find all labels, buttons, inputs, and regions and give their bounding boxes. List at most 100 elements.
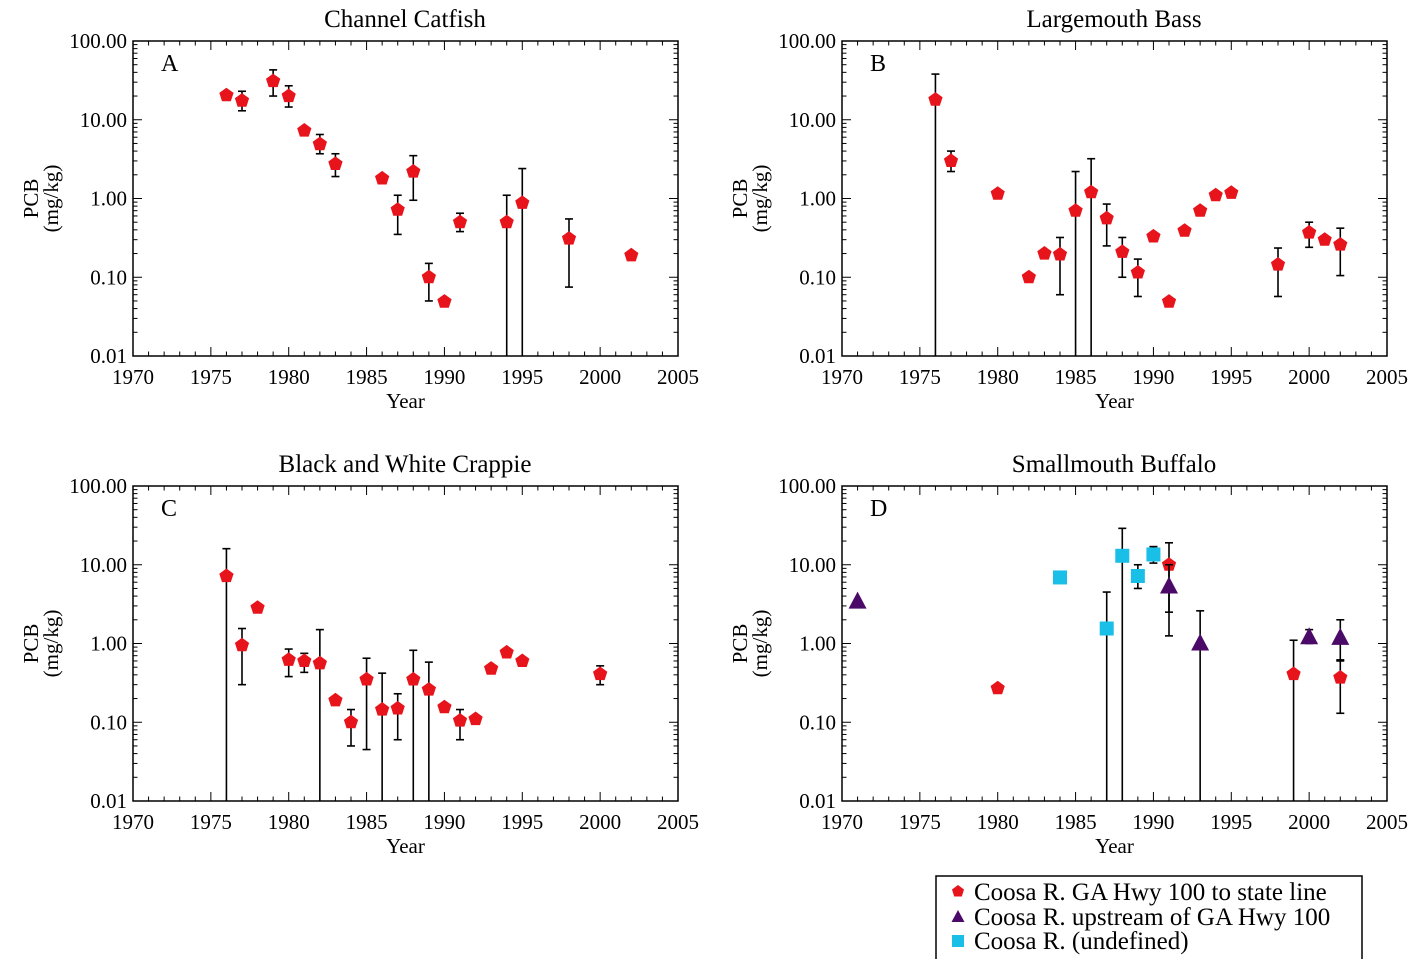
panel-letter: A	[161, 51, 179, 77]
data-point-pentagon	[281, 652, 296, 666]
x-tick-label: 1970	[112, 365, 154, 389]
x-tick-label: 1985	[1055, 365, 1097, 389]
data-point-pentagon	[1115, 244, 1130, 258]
data-point-pentagon	[406, 164, 421, 178]
y-axis-label: PCB	[19, 624, 43, 664]
data-point-pentagon	[1130, 265, 1145, 279]
data-point-pentagon	[234, 93, 250, 107]
y-axis-label: PCB	[19, 179, 43, 219]
x-tick-label: 1995	[501, 810, 543, 834]
data-point-pentagon	[437, 699, 452, 714]
y-tick-label: 1.00	[799, 632, 836, 656]
legend: Coosa R. GA Hwy 100 to state line Coosa …	[935, 875, 1363, 959]
x-tick-label: 1980	[268, 365, 310, 389]
y-tick-label: 0.10	[90, 710, 127, 734]
x-tick-label: 2005	[657, 365, 699, 389]
panel-letter: C	[161, 496, 177, 522]
data-point-pentagon	[990, 186, 1005, 200]
plot-frame	[841, 40, 1388, 357]
data-point-pentagon	[328, 156, 343, 170]
series-pentagon	[219, 547, 608, 801]
data-point-pentagon	[421, 682, 436, 696]
x-tick-label: 1975	[899, 810, 941, 834]
data-point-pentagon	[390, 202, 405, 216]
series-pentagon	[219, 69, 639, 356]
legend-entry-red: Coosa R. GA Hwy 100 to state line	[952, 879, 1327, 906]
data-point-triangle	[848, 591, 867, 609]
y-tick-label: 10.00	[789, 553, 836, 577]
data-point-pentagon	[375, 702, 390, 716]
data-point-triangle	[1300, 627, 1319, 645]
x-tick-label: 1975	[899, 365, 941, 389]
data-point-pentagon	[1161, 294, 1177, 308]
chart-panel-a: 1970 1975 1980 1985 1990 1995 2000 2005 0.01 0.10…	[19, 6, 699, 413]
data-point-pentagon	[437, 294, 452, 308]
y-axis-units: (mg/kg)	[748, 610, 772, 678]
data-point-pentagon	[219, 87, 234, 102]
y-tick-label: 0.01	[90, 789, 127, 813]
x-tick-label: 1980	[268, 810, 310, 834]
x-tick-label: 1995	[1210, 810, 1252, 834]
data-point-pentagon	[928, 92, 943, 106]
y-axis-label: PCB	[728, 624, 752, 664]
y-tick-label: 1.00	[799, 187, 836, 211]
y-tick-label: 100.00	[778, 29, 836, 53]
chart-panel-c: 1970 1975 1980 1985 1990 1995 2000 2005 0.01 0.10…	[19, 451, 699, 858]
data-point-pentagon	[1333, 237, 1348, 251]
y-axis-units: (mg/kg)	[748, 165, 772, 233]
y-axis-units: (mg/kg)	[39, 165, 63, 233]
x-tick-label: 1985	[346, 365, 388, 389]
panel-letter: B	[870, 51, 886, 77]
y-tick-label: 0.10	[799, 265, 836, 289]
data-point-pentagon	[390, 700, 405, 715]
data-point-pentagon	[1193, 203, 1208, 217]
y-tick-label: 0.01	[799, 789, 836, 813]
plot-frame	[132, 40, 679, 357]
x-axis-label: Year	[386, 389, 425, 413]
legend-label-red: Coosa R. GA Hwy 100 to state line	[974, 879, 1327, 906]
data-point-pentagon	[1270, 257, 1286, 271]
x-tick-label: 1975	[190, 365, 232, 389]
chart-title: Smallmouth Buffalo	[1012, 451, 1216, 478]
x-tick-label: 1980	[977, 810, 1019, 834]
data-point-pentagon	[250, 600, 265, 614]
data-point-square	[1146, 547, 1161, 562]
y-tick-label: 0.01	[90, 344, 127, 368]
x-tick-label: 2005	[1366, 365, 1408, 389]
data-point-pentagon	[343, 714, 359, 729]
chart-panel-d: 1970 1975 1980 1985 1990 1995 2000 2005 0.01 0.10…	[728, 451, 1408, 858]
legend-label-purple: Coosa R. upstream of GA Hwy 100	[974, 904, 1330, 931]
x-tick-label: 1990	[1132, 365, 1174, 389]
data-point-square	[1099, 621, 1114, 636]
data-point-pentagon	[375, 170, 390, 185]
x-axis-label: Year	[1095, 389, 1134, 413]
data-point-pentagon	[561, 231, 577, 245]
data-point-pentagon	[515, 195, 530, 209]
series-triangle	[848, 563, 1350, 801]
plot-frame	[132, 485, 679, 802]
y-tick-label: 100.00	[69, 474, 127, 498]
data-point-pentagon	[1286, 666, 1301, 681]
x-tick-label: 1975	[190, 810, 232, 834]
x-tick-label: 1970	[112, 810, 154, 834]
data-point-pentagon	[1068, 203, 1083, 217]
y-axis-label: PCB	[728, 179, 752, 219]
x-tick-label: 1985	[346, 810, 388, 834]
panel-letter: D	[870, 496, 887, 522]
data-point-pentagon	[1084, 184, 1099, 199]
data-point-pentagon	[990, 680, 1005, 695]
x-tick-label: 1985	[1055, 810, 1097, 834]
data-point-pentagon	[943, 153, 959, 167]
data-point-pentagon	[499, 214, 514, 229]
legend-marker-pentagon	[952, 885, 964, 897]
x-tick-label: 1980	[977, 365, 1019, 389]
x-tick-label: 1970	[821, 810, 863, 834]
x-tick-label: 1990	[1132, 810, 1174, 834]
data-point-pentagon	[281, 88, 296, 103]
data-point-pentagon	[499, 644, 514, 659]
data-point-triangle	[1191, 633, 1210, 651]
chart-panel-b: 1970 1975 1980 1985 1990 1995 2000 2005 0.01 0.10…	[728, 6, 1408, 413]
data-point-pentagon	[1021, 269, 1036, 284]
chart-title: Black and White Crappie	[279, 451, 532, 478]
